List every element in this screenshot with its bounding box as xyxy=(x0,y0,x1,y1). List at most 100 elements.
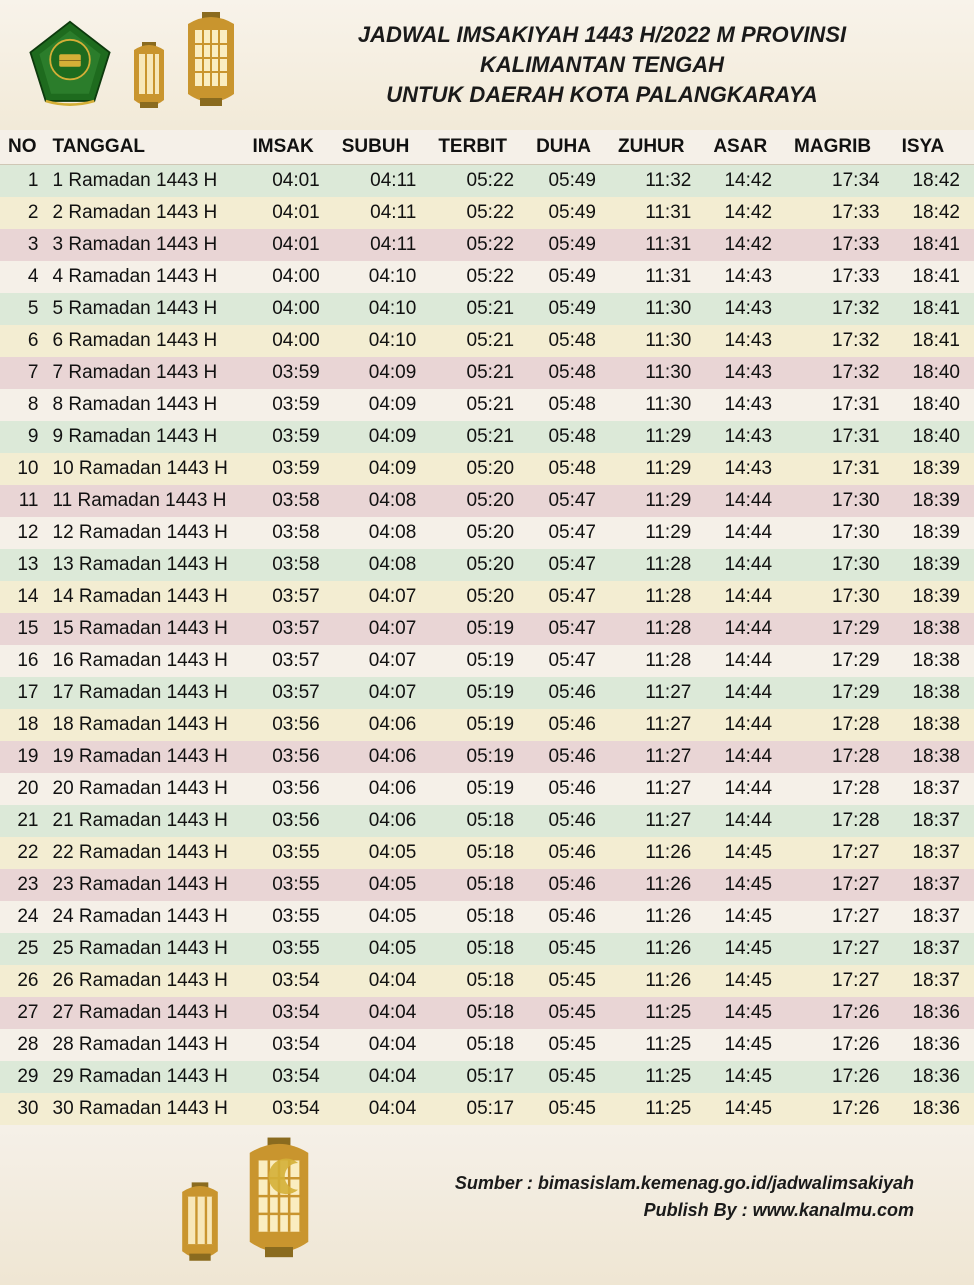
cell-date: 12 Ramadan 1443 H xyxy=(45,517,245,549)
cell-no: 14 xyxy=(0,581,45,613)
table-row: 1717 Ramadan 1443 H03:5704:0705:1905:461… xyxy=(0,677,974,709)
cell-zuhur: 11:25 xyxy=(610,997,705,1029)
cell-imsak: 03:58 xyxy=(245,485,334,517)
cell-subuh: 04:07 xyxy=(334,613,431,645)
cell-subuh: 04:08 xyxy=(334,485,431,517)
lantern-small-icon xyxy=(124,40,174,120)
cell-no: 1 xyxy=(0,165,45,198)
cell-no: 24 xyxy=(0,901,45,933)
lantern-large-icon xyxy=(176,10,246,120)
cell-date: 13 Ramadan 1443 H xyxy=(45,549,245,581)
col-magrib: MAGRIB xyxy=(786,130,894,165)
cell-isya: 18:36 xyxy=(894,1061,974,1093)
cell-asar: 14:45 xyxy=(705,1061,786,1093)
cell-asar: 14:44 xyxy=(705,613,786,645)
cell-no: 18 xyxy=(0,709,45,741)
cell-asar: 14:44 xyxy=(705,517,786,549)
cell-asar: 14:45 xyxy=(705,1093,786,1125)
cell-subuh: 04:07 xyxy=(334,677,431,709)
cell-terbit: 05:20 xyxy=(430,453,528,485)
cell-subuh: 04:10 xyxy=(334,261,431,293)
cell-terbit: 05:21 xyxy=(430,421,528,453)
cell-isya: 18:39 xyxy=(894,453,974,485)
title-line-2: KALIMANTAN TENGAH xyxy=(250,50,954,80)
cell-subuh: 04:06 xyxy=(334,709,431,741)
cell-no: 17 xyxy=(0,677,45,709)
cell-subuh: 04:08 xyxy=(334,517,431,549)
cell-imsak: 03:55 xyxy=(245,869,334,901)
cell-magrib: 17:27 xyxy=(786,965,894,997)
col-no: NO xyxy=(0,130,45,165)
cell-zuhur: 11:26 xyxy=(610,901,705,933)
cell-zuhur: 11:29 xyxy=(610,421,705,453)
cell-imsak: 03:54 xyxy=(245,965,334,997)
cell-no: 13 xyxy=(0,549,45,581)
lantern-small-icon xyxy=(170,1180,230,1275)
table-row: 1414 Ramadan 1443 H03:5704:0705:2005:471… xyxy=(0,581,974,613)
cell-duha: 05:48 xyxy=(528,389,610,421)
cell-isya: 18:38 xyxy=(894,709,974,741)
cell-terbit: 05:20 xyxy=(430,549,528,581)
cell-isya: 18:37 xyxy=(894,773,974,805)
cell-imsak: 03:54 xyxy=(245,1029,334,1061)
cell-no: 15 xyxy=(0,613,45,645)
cell-date: 8 Ramadan 1443 H xyxy=(45,389,245,421)
cell-magrib: 17:29 xyxy=(786,613,894,645)
cell-isya: 18:38 xyxy=(894,613,974,645)
cell-zuhur: 11:27 xyxy=(610,677,705,709)
cell-duha: 05:46 xyxy=(528,805,610,837)
table-row: 1515 Ramadan 1443 H03:5704:0705:1905:471… xyxy=(0,613,974,645)
cell-zuhur: 11:25 xyxy=(610,1093,705,1125)
cell-asar: 14:43 xyxy=(705,389,786,421)
cell-date: 29 Ramadan 1443 H xyxy=(45,1061,245,1093)
cell-zuhur: 11:27 xyxy=(610,805,705,837)
cell-asar: 14:45 xyxy=(705,1029,786,1061)
cell-terbit: 05:21 xyxy=(430,325,528,357)
cell-magrib: 17:30 xyxy=(786,485,894,517)
cell-magrib: 17:29 xyxy=(786,645,894,677)
cell-duha: 05:46 xyxy=(528,837,610,869)
cell-asar: 14:44 xyxy=(705,645,786,677)
table-row: 11 Ramadan 1443 H04:0104:1105:2205:4911:… xyxy=(0,165,974,198)
cell-zuhur: 11:27 xyxy=(610,709,705,741)
cell-asar: 14:45 xyxy=(705,965,786,997)
cell-magrib: 17:29 xyxy=(786,677,894,709)
cell-zuhur: 11:31 xyxy=(610,197,705,229)
cell-asar: 14:44 xyxy=(705,549,786,581)
cell-duha: 05:47 xyxy=(528,549,610,581)
cell-duha: 05:47 xyxy=(528,581,610,613)
cell-no: 25 xyxy=(0,933,45,965)
cell-asar: 14:45 xyxy=(705,933,786,965)
cell-duha: 05:45 xyxy=(528,1061,610,1093)
cell-date: 15 Ramadan 1443 H xyxy=(45,613,245,645)
table-row: 3030 Ramadan 1443 H03:5404:0405:1705:451… xyxy=(0,1093,974,1125)
cell-no: 3 xyxy=(0,229,45,261)
cell-magrib: 17:26 xyxy=(786,1061,894,1093)
cell-asar: 14:44 xyxy=(705,709,786,741)
table-row: 2323 Ramadan 1443 H03:5504:0505:1805:461… xyxy=(0,869,974,901)
cell-duha: 05:49 xyxy=(528,197,610,229)
cell-magrib: 17:32 xyxy=(786,293,894,325)
cell-date: 7 Ramadan 1443 H xyxy=(45,357,245,389)
cell-no: 26 xyxy=(0,965,45,997)
cell-asar: 14:44 xyxy=(705,805,786,837)
cell-terbit: 05:22 xyxy=(430,261,528,293)
cell-magrib: 17:27 xyxy=(786,869,894,901)
header: JADWAL IMSAKIYAH 1443 H/2022 M PROVINSI … xyxy=(0,0,974,130)
cell-duha: 05:47 xyxy=(528,613,610,645)
cell-duha: 05:48 xyxy=(528,325,610,357)
cell-duha: 05:48 xyxy=(528,357,610,389)
cell-terbit: 05:19 xyxy=(430,741,528,773)
cell-magrib: 17:33 xyxy=(786,229,894,261)
cell-date: 11 Ramadan 1443 H xyxy=(45,485,245,517)
cell-duha: 05:47 xyxy=(528,517,610,549)
cell-zuhur: 11:27 xyxy=(610,773,705,805)
cell-no: 9 xyxy=(0,421,45,453)
cell-subuh: 04:06 xyxy=(334,805,431,837)
cell-date: 24 Ramadan 1443 H xyxy=(45,901,245,933)
cell-isya: 18:41 xyxy=(894,293,974,325)
cell-imsak: 03:55 xyxy=(245,901,334,933)
cell-imsak: 04:01 xyxy=(245,165,334,198)
cell-isya: 18:39 xyxy=(894,517,974,549)
cell-asar: 14:42 xyxy=(705,165,786,198)
